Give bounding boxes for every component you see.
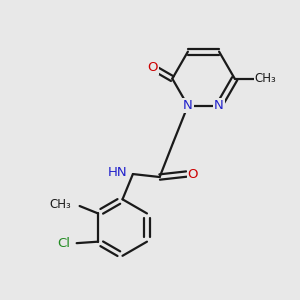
Text: HN: HN — [108, 166, 128, 179]
Text: N: N — [214, 99, 224, 112]
Text: N: N — [183, 99, 193, 112]
Text: O: O — [188, 168, 198, 181]
Text: O: O — [148, 61, 158, 74]
Text: CH₃: CH₃ — [50, 198, 71, 211]
Text: CH₃: CH₃ — [254, 72, 276, 85]
Text: Cl: Cl — [57, 237, 70, 250]
